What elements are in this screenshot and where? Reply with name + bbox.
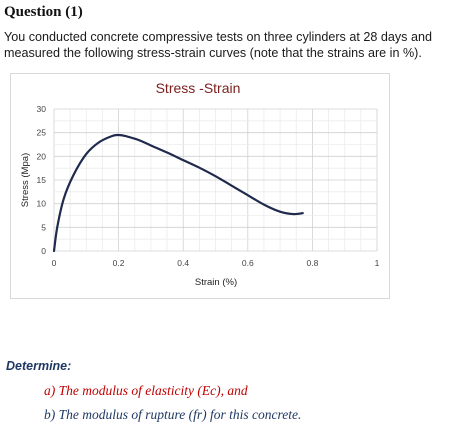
chart-series — [52, 133, 304, 253]
question-title: Question (1) — [4, 4, 83, 20]
determine-heading: Determine: — [6, 359, 72, 373]
x-tick-label: 0.8 — [306, 258, 318, 268]
chart-grid — [53, 108, 378, 252]
x-tick-label: 0.2 — [113, 258, 125, 268]
y-tick-label: 15 — [37, 175, 47, 185]
y-tick-label: 25 — [37, 128, 47, 138]
stress-strain-chart: 0 0.2 0.4 0.6 0.8 1 0 5 10 15 20 25 30 Stress -Strai… — [10, 73, 390, 299]
item-a-modulus-elasticity: a) The modulus of elasticity (Ec), and — [44, 383, 248, 398]
y-tick-label: 5 — [41, 222, 46, 232]
y-axis-label: Stress (Mpa) — [20, 153, 31, 207]
x-tick-label: 1 — [375, 258, 380, 268]
x-tick-label: 0 — [52, 258, 57, 268]
stress-strain-series-line — [52, 133, 304, 253]
y-tick-label: 0 — [41, 246, 46, 256]
y-tick-label: 30 — [37, 104, 47, 114]
y-tick-label: 10 — [37, 199, 47, 209]
x-axis-label: Strain (%) — [195, 277, 237, 288]
question-intro: You conducted concrete compressive tests… — [4, 30, 432, 60]
chart-title: Stress -Strain — [156, 80, 241, 96]
x-tick-label: 0.4 — [177, 258, 189, 268]
x-tick-label: 0.6 — [242, 258, 254, 268]
y-tick-label: 20 — [37, 151, 47, 161]
item-b-modulus-rupture: b) The modulus of rupture (fr) for this … — [44, 407, 302, 422]
